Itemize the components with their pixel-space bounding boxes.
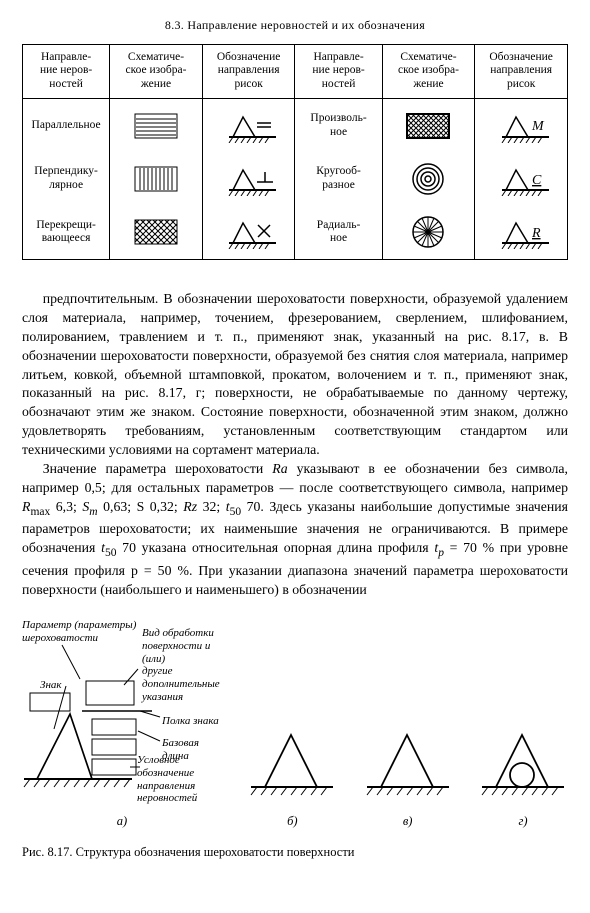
annot-usl: Условное обозначение направления неровно…	[137, 754, 197, 805]
fig-g-diagram	[478, 725, 568, 805]
fig-g: г)	[478, 725, 568, 830]
sym-c-icon: C	[494, 162, 549, 196]
svg-text:M: M	[531, 119, 545, 134]
left-names: Параллельное Перпендику- лярное Перекрещ…	[23, 98, 110, 259]
annot-param: Параметр (параметры) шероховатости	[22, 619, 136, 644]
sym-parallel-icon	[221, 109, 276, 143]
figlabel-g: г)	[478, 813, 568, 829]
annot-vid: Вид обработки поверхности и (или) другие…	[142, 627, 222, 703]
fig-b-diagram	[247, 725, 337, 805]
left-symbols	[202, 98, 295, 259]
th3: Обозначение направления рисок	[202, 44, 295, 98]
table-title: 8.3. Направление неровностей и их обозна…	[22, 18, 568, 34]
fig-v: в)	[363, 725, 453, 830]
right-symbols: M C R	[475, 98, 568, 259]
figure-caption: Рис. 8.17. Структура обозначения шерохов…	[22, 844, 568, 860]
sym-cross-icon	[221, 215, 276, 249]
left-schematic	[110, 98, 203, 259]
fig-b: б)	[247, 725, 337, 830]
sym-perpend-icon	[221, 162, 276, 196]
th1: Направле- ние неров- ностей	[23, 44, 110, 98]
fig-a: Параметр (параметры) шероховатости Знак …	[22, 619, 222, 829]
concentric-icon	[411, 162, 445, 196]
figlabel-a: а)	[22, 813, 222, 829]
vert-lines-icon	[134, 166, 178, 192]
random-hatch-icon	[406, 113, 450, 139]
th2: Схематиче- ское изобра- жение	[110, 44, 203, 98]
crosshatch-icon	[134, 219, 178, 245]
right-names: Произволь- ное Кругооб- разное Радиаль- …	[295, 98, 382, 259]
radial-icon	[411, 215, 445, 249]
annot-znak: Знак	[40, 679, 62, 692]
figure-row: Параметр (параметры) шероховатости Знак …	[22, 619, 568, 829]
sym-r-icon: R	[494, 215, 549, 249]
horiz-lines-icon	[134, 113, 178, 139]
right-schematic	[382, 98, 475, 259]
th5: Схематиче- ское изобра- жение	[382, 44, 475, 98]
direction-table: Направле- ние неров- ностей Схематиче- с…	[22, 44, 568, 260]
paragraph-1: предпочтительным. В обозначении шерохова…	[22, 290, 568, 460]
svg-text:R: R	[531, 226, 541, 241]
annot-polka: Полка знака	[162, 715, 219, 728]
figlabel-b: б)	[247, 813, 337, 829]
th4: Направле- ние неров- ностей	[295, 44, 382, 98]
figlabel-v: в)	[363, 813, 453, 829]
paragraph-2: Значение параметра шероховатости Ra указ…	[22, 460, 568, 599]
th6: Обозначение направления рисок	[475, 44, 568, 98]
sym-m-icon: M	[494, 109, 549, 143]
svg-text:C: C	[532, 173, 542, 188]
fig-v-diagram	[363, 725, 453, 805]
